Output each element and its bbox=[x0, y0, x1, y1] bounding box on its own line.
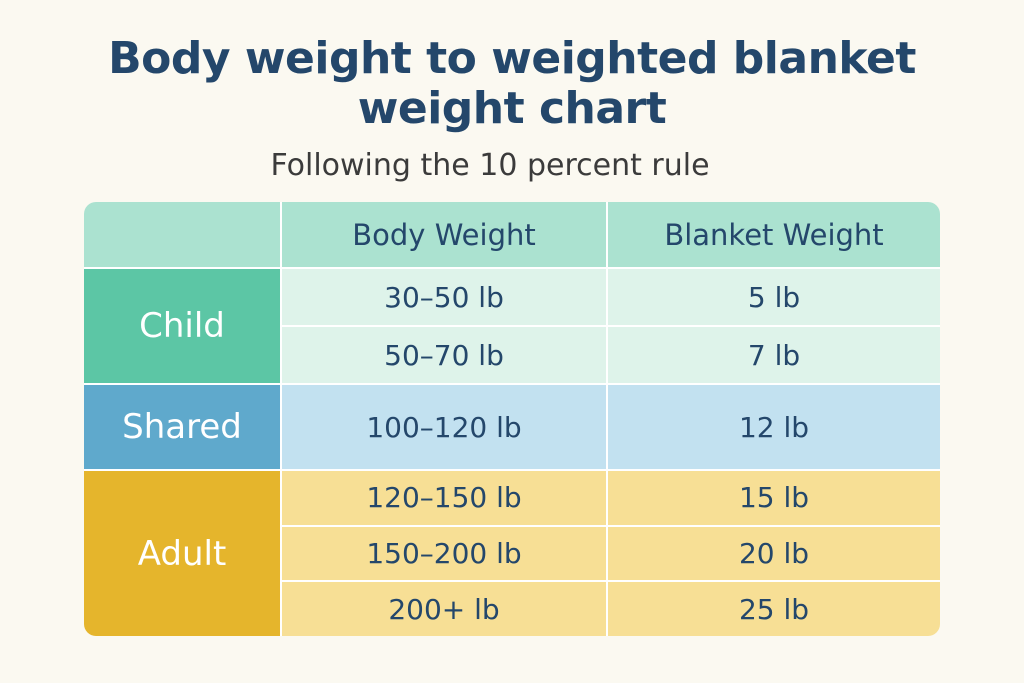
blanket-weight-cell: 20 lb bbox=[606, 524, 940, 581]
row-group-label: Adult bbox=[84, 469, 280, 636]
chart-title: Body weight to weighted blanket weight c… bbox=[0, 34, 1024, 134]
body-weight-cell: 50–70 lb bbox=[280, 325, 606, 383]
row-group-label: Shared bbox=[84, 383, 280, 469]
blanket-weight-cell: 5 lb bbox=[606, 267, 940, 325]
header-corner-cell bbox=[84, 202, 280, 267]
blanket-weight-cell: 15 lb bbox=[606, 469, 940, 525]
column-header: Blanket Weight bbox=[606, 202, 940, 267]
body-weight-cell: 150–200 lb bbox=[280, 524, 606, 581]
blanket-weight-cell: 25 lb bbox=[606, 580, 940, 636]
body-weight-cell: 120–150 lb bbox=[280, 469, 606, 525]
column-header: Body Weight bbox=[280, 202, 606, 267]
body-weight-cell: 200+ lb bbox=[280, 580, 606, 636]
weight-table: Body Weight Blanket Weight Child 30–50 lb 5 … bbox=[84, 202, 940, 636]
chart-subtitle: Following the 10 percent rule bbox=[270, 148, 710, 183]
chart-title-line-2: weight chart bbox=[357, 83, 667, 134]
body-weight-cell: 100–120 lb bbox=[280, 383, 606, 469]
blanket-weight-cell: 7 lb bbox=[606, 325, 940, 383]
row-group-label: Child bbox=[84, 267, 280, 383]
body-weight-cell: 30–50 lb bbox=[280, 267, 606, 325]
blanket-weight-cell: 12 lb bbox=[606, 383, 940, 469]
chart-title-line-1: Body weight to weighted blanket bbox=[108, 33, 916, 84]
